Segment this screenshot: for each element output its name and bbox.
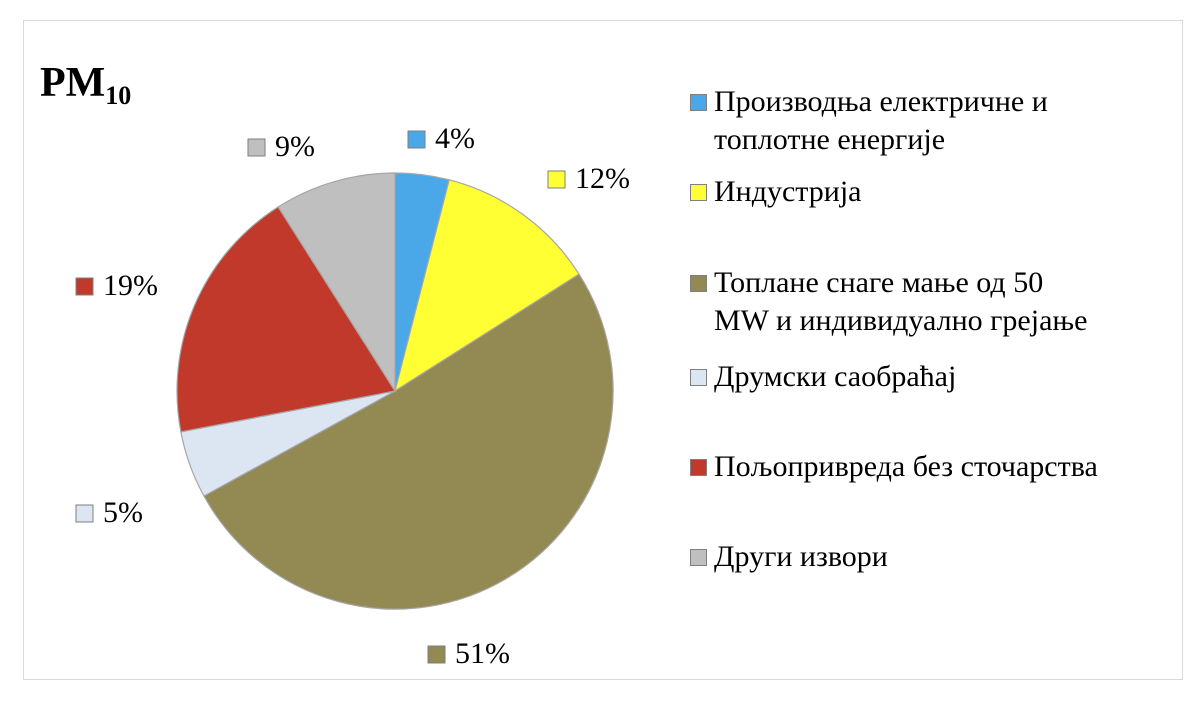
legend-label-heating: Топлане снаге мање од 50 MW и индивидуал… [714,266,1088,337]
chart-title-text: PM [40,60,106,106]
data-label-swatch-other [247,138,266,157]
data-label-industry: 12% [575,162,630,195]
data-label-swatch-power [407,130,426,149]
legend-label-industry: Индустрија [714,175,862,208]
legend-swatch-power [690,94,707,111]
legend-swatch-other [690,549,707,566]
legend-label-road-traffic: Друмски саобраћај [714,360,957,393]
legend-swatch-heating [690,275,707,292]
legend-item-industry: Индустрија [690,173,861,211]
data-label-swatch-road-traffic [75,504,94,523]
data-label-swatch-heating [427,645,446,664]
legend-item-power: Производња електричне и топлотне енергиј… [690,83,1048,159]
data-label-power: 4% [435,122,475,155]
pie-slice-agriculture [176,206,396,433]
legend-swatch-road-traffic [690,369,707,386]
chart-title: PM10 [40,62,131,109]
data-label-road-traffic: 5% [103,496,143,529]
legend-label-power: Производња електричне и топлотне енергиј… [714,85,1048,156]
legend-item-other: Други извори [690,538,888,576]
legend-label-agriculture: Пољопривреда без сточарства [714,450,1098,483]
pie-slice-industry [394,179,580,393]
legend-swatch-industry [690,184,707,201]
chart-title-subscript: 10 [105,81,132,110]
legend-item-road-traffic: Друмски саобраћај [690,358,956,396]
data-label-heating: 51% [455,637,510,670]
data-label-agriculture: 19% [103,269,158,302]
data-label-other: 9% [275,130,315,163]
pie-slice-other [277,172,396,394]
legend-item-heating: Топлане снаге мање од 50 MW и индивидуал… [690,264,1087,340]
data-label-swatch-industry [547,170,566,189]
legend-swatch-agriculture [690,459,707,476]
legend-label-other: Други извори [714,540,888,573]
legend-item-agriculture: Пољопривреда без сточарства [690,448,1098,486]
pie-slice-heating [203,273,614,610]
data-label-swatch-agriculture [75,277,94,296]
